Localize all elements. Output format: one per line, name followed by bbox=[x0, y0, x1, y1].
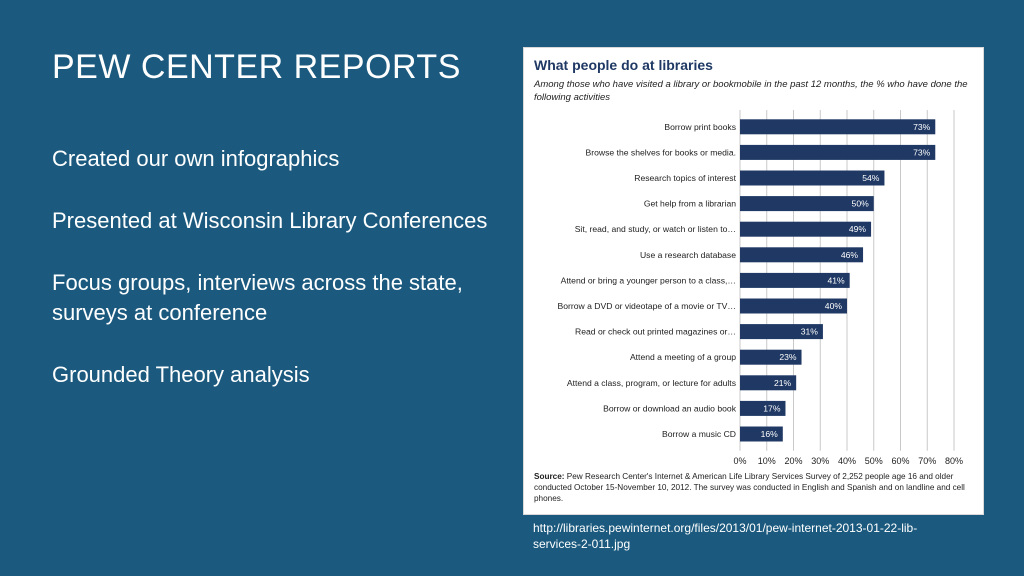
x-tick-label: 70% bbox=[918, 456, 936, 466]
value-label: 73% bbox=[913, 122, 931, 132]
x-tick-label: 0% bbox=[733, 456, 746, 466]
source-text: Pew Research Center's Internet & America… bbox=[534, 472, 965, 503]
source-url: http://libraries.pewinternet.org/files/2… bbox=[533, 521, 918, 551]
bar bbox=[740, 170, 885, 186]
category-label: Borrow a music CD bbox=[662, 429, 736, 439]
value-label: 54% bbox=[862, 173, 880, 183]
chart-title: What people do at libraries bbox=[534, 57, 713, 73]
x-tick-label: 10% bbox=[758, 456, 776, 466]
value-label: 16% bbox=[761, 429, 779, 439]
value-label: 31% bbox=[801, 327, 819, 337]
bullet-item: Focus groups, interviews across the stat… bbox=[52, 270, 463, 325]
value-label: 21% bbox=[774, 378, 792, 388]
bar bbox=[740, 349, 802, 365]
bar bbox=[740, 272, 850, 288]
category-label: Borrow print books bbox=[664, 122, 736, 132]
value-label: 73% bbox=[913, 147, 931, 157]
value-label: 40% bbox=[825, 301, 843, 311]
bullet-list: Created our own infographics Presented a… bbox=[52, 144, 502, 422]
bar bbox=[740, 221, 872, 237]
value-label: 23% bbox=[779, 352, 797, 362]
x-tick-label: 40% bbox=[838, 456, 856, 466]
bar bbox=[740, 426, 783, 442]
value-label: 41% bbox=[827, 275, 845, 285]
category-label: Attend or bring a younger person to a cl… bbox=[561, 275, 736, 285]
x-tick-label: 60% bbox=[891, 456, 909, 466]
x-tick-label: 80% bbox=[945, 456, 963, 466]
bullet-item: Presented at Wisconsin Library Conferenc… bbox=[52, 208, 488, 233]
bar bbox=[740, 298, 847, 314]
category-label: Borrow or download an audio book bbox=[603, 403, 737, 413]
bullet-item: Grounded Theory analysis bbox=[52, 362, 310, 387]
category-label: Borrow a DVD or videotape of a movie or … bbox=[558, 301, 736, 311]
x-tick-label: 50% bbox=[865, 456, 883, 466]
category-label: Attend a class, program, or lecture for … bbox=[567, 378, 736, 388]
value-label: 50% bbox=[852, 199, 870, 209]
value-label: 49% bbox=[849, 224, 867, 234]
bar bbox=[740, 247, 864, 263]
bar bbox=[740, 144, 936, 160]
slide-title: PEW CENTER REPORTS bbox=[52, 48, 461, 86]
x-tick-label: 20% bbox=[784, 456, 802, 466]
value-label: 17% bbox=[763, 403, 781, 413]
chart-panel: What people do at libraries Among those … bbox=[523, 47, 984, 515]
bar bbox=[740, 324, 823, 340]
bar bbox=[740, 400, 786, 416]
category-label: Use a research database bbox=[640, 250, 736, 260]
category-label: Attend a meeting of a group bbox=[630, 352, 736, 362]
category-label: Read or check out printed magazines or… bbox=[575, 327, 736, 337]
category-label: Browse the shelves for books or media. bbox=[586, 147, 736, 157]
bar bbox=[740, 196, 874, 212]
bullet-item: Created our own infographics bbox=[52, 146, 340, 171]
value-label: 46% bbox=[841, 250, 859, 260]
category-label: Research topics of interest bbox=[634, 173, 736, 183]
category-label: Sit, read, and study, or watch or listen… bbox=[575, 224, 736, 234]
source-label: Source: bbox=[534, 472, 565, 481]
chart-subtitle: Among those who have visited a library o… bbox=[534, 79, 968, 103]
bar-chart: 0% 10% 20% 30% 40% 50% 60% 70% 80% Borrow print b… bbox=[558, 110, 963, 466]
chart-source: Source: Pew Research Center's Internet &… bbox=[534, 471, 974, 504]
category-label: Get help from a librarian bbox=[644, 199, 736, 209]
x-tick-label: 30% bbox=[811, 456, 829, 466]
bar bbox=[740, 119, 936, 135]
bar bbox=[740, 375, 797, 391]
